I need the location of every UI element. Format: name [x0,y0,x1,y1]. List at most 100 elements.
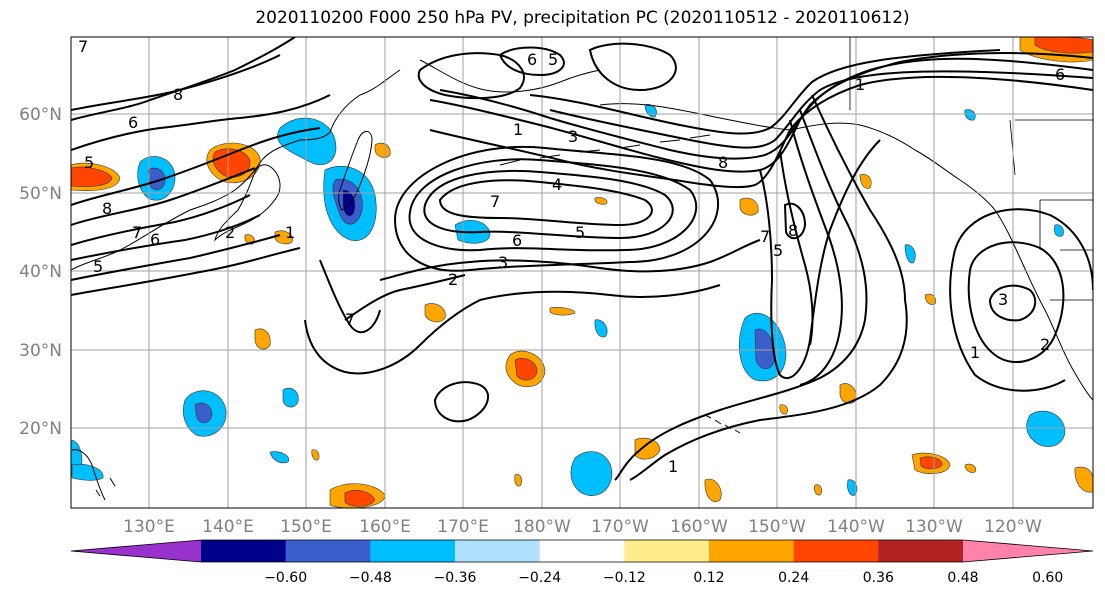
pv-contour [379,239,761,281]
philippines [71,449,116,501]
lat-label: 50°N [19,184,62,204]
longitude-axis: 130°E 140°E 150°E 160°E 170°E 180°W 170°… [123,517,1042,537]
pv-contour [304,284,721,375]
neg-anomaly-area [847,479,858,496]
pos-anomaly-area [71,166,113,188]
pv-contour [629,299,908,481]
pv-contour [71,94,331,151]
lon-label: 120°W [984,517,1042,537]
pv-contour [988,284,1037,322]
colorbar-swatch [878,540,964,562]
contour-label: 3 [568,127,578,146]
colorbar-extend-low [71,540,201,562]
pv-contour [319,259,381,334]
lon-label: 130°E [123,517,175,537]
contour-label: 6 [150,230,160,249]
us-states [849,37,1093,301]
aleutians [499,134,711,166]
pv-contour [549,70,1093,149]
colorbar-tick-label: −0.36 [434,570,477,586]
map-title: 2020110200 F000 250 hPa PV, precipitatio… [255,8,910,28]
pos-anomaly-area [374,142,391,158]
pos-anomaly-area [424,303,446,323]
pos-anomaly-area [549,307,576,316]
pv-contour [438,179,653,227]
lat-label: 60°N [19,105,62,125]
pv-contour [71,234,281,281]
colorbar: −0.60 −0.48 −0.36 −0.24 −0.12 0.12 0.24 0.36 0.4… [70,539,1094,586]
colorbar-tick-label: 0.36 [863,570,894,586]
colorbar-tick-label: 0.12 [693,570,724,586]
pv-contour [433,381,490,423]
contour-label: 3 [998,290,1008,309]
contour-label: 5 [93,257,103,276]
contour-label: 1 [668,457,678,476]
pv-contour [614,319,866,481]
neg-anomaly-area [269,451,290,464]
lon-label: 160°W [670,517,728,537]
neg-anomaly-area [1054,224,1064,237]
neg-anomaly-area [904,244,916,264]
contour-label: 5 [773,241,783,260]
shading-layer [71,37,1093,508]
pv-contour [967,241,1065,364]
pos-anomaly-area [514,474,522,487]
pv-contour [789,119,843,386]
pv-contour [439,52,1093,160]
pv-contour [783,202,807,240]
lat-label: 20°N [19,419,62,439]
colorbar-tick-label: 0.24 [778,570,809,586]
colorbar-swatch [709,540,795,562]
pv-contour [71,167,256,226]
pv-contour [71,54,281,111]
pos-anomaly-area [594,197,608,205]
contour-label: 8 [173,85,183,104]
colorbar-tick-label: −0.48 [349,570,392,586]
contour-label: 7 [490,192,500,211]
pos-anomaly-area [254,328,271,350]
lon-label: 130°W [905,517,963,537]
contour-label: 7 [78,37,88,56]
contour-label: 8 [718,153,728,172]
contour-label: 2 [1040,335,1050,354]
pos-anomaly-area [344,490,376,507]
latitude-axis: 60°N 50°N 40°N 30°N 20°N [19,105,62,439]
colorbar-extend-high [963,540,1093,562]
neg-anomaly-area [282,387,299,408]
pv-contour [759,139,881,380]
pv-contour [811,94,906,301]
colorbar-tick-label: 0.48 [947,570,978,586]
colorbar-swatch [370,540,456,562]
pos-anomaly-area [739,197,759,216]
lon-label: 180°W [513,517,571,537]
contour-label: 6 [527,50,537,69]
pv-contour [71,194,251,246]
contour-label: 7 [132,223,142,242]
pos-anomaly-area [514,358,538,381]
lon-label: 150°W [748,517,806,537]
bering-coast [419,59,601,93]
contour-label: 4 [552,175,562,194]
lon-label: 140°E [202,517,254,537]
contour-label: 1 [855,75,865,94]
pos-anomaly-area [779,404,788,415]
pos-anomaly-area [919,456,943,470]
contour-label: 7 [760,227,770,246]
contour-label: 7 [345,310,355,329]
pv-contour [71,214,261,261]
colorbar-swatch [201,540,287,562]
contour-label: 5 [84,153,94,172]
pos-anomaly-area [859,174,872,189]
pos-anomaly-area [964,463,977,473]
neg-anomaly-area [570,451,613,496]
pos-anomaly-area [634,437,661,460]
lat-label: 40°N [19,262,62,282]
colorbar-swatch [539,540,625,562]
colorbar-tick-label: −0.24 [518,570,561,586]
map-panel [71,37,1093,508]
pv-contour [954,208,1093,291]
pos-anomaly-area [311,449,320,461]
pv-contour [779,149,814,346]
pv-contour [799,109,868,321]
lon-label: 140°W [827,517,885,537]
